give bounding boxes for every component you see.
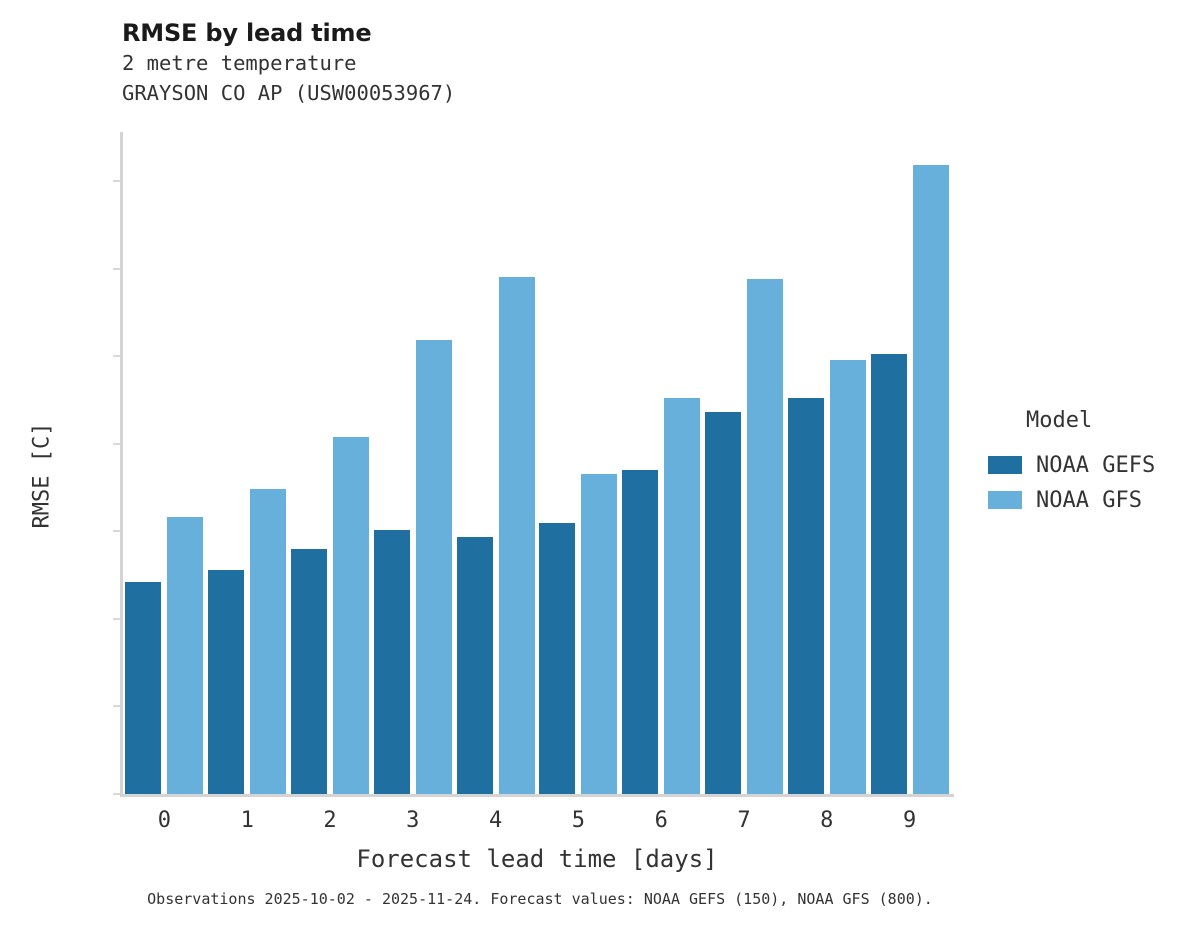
bar: [912, 165, 949, 794]
legend-label: NOAA GFS: [1036, 487, 1142, 513]
x-axis-tick-label: 8: [820, 808, 834, 833]
y-axis-tick: [113, 267, 121, 270]
bar: [291, 548, 327, 794]
y-axis-tick: [113, 530, 121, 533]
bar: [539, 522, 576, 794]
bar: [664, 398, 701, 794]
bar: [498, 277, 535, 794]
legend-item[interactable]: NOAA GEFS: [988, 449, 1155, 481]
bar: [787, 398, 824, 794]
x-axis-tick-label: 5: [571, 808, 586, 833]
x-axis-tick-label: 7: [737, 808, 751, 833]
bar: [415, 340, 452, 794]
x-axis-line: [120, 794, 954, 797]
x-axis-tick-label: 3: [406, 808, 420, 833]
bar: [581, 473, 618, 794]
y-axis-tick: [113, 793, 121, 795]
chart-subtitle-variable: 2 metre temperature: [122, 51, 357, 75]
legend-title: Model: [1026, 408, 1093, 433]
bar: [333, 436, 369, 794]
bar: [870, 354, 907, 794]
legend-swatch: [988, 491, 1022, 509]
y-axis-title: RMSE [C]: [29, 422, 55, 529]
chart-header: RMSE by lead time 2 metre temperature GR…: [122, 18, 962, 108]
bar: [208, 569, 245, 794]
x-axis-title: Forecast lead time [days]: [356, 845, 718, 873]
legend-swatch: [988, 456, 1022, 474]
y-axis-tick: [113, 705, 121, 708]
bar: [747, 279, 783, 794]
bar: [167, 517, 204, 794]
legend: Model NOAA GEFS NOAA GFS: [988, 408, 1155, 519]
y-axis-tick: [113, 442, 121, 445]
x-axis-tick-label: 6: [654, 808, 668, 833]
bar: [622, 470, 659, 794]
legend-item[interactable]: NOAA GFS: [988, 484, 1155, 516]
chart-caption: Observations 2025-10-02 - 2025-11-24. Fo…: [147, 890, 933, 908]
x-axis-tick-label: 0: [157, 808, 172, 833]
x-axis-tick-label: 1: [240, 808, 254, 833]
y-axis-line: [120, 132, 123, 797]
bar: [456, 536, 493, 794]
bar: [829, 359, 866, 794]
bar: [125, 582, 162, 794]
x-axis-tick-label: 9: [902, 808, 917, 833]
bar: [373, 529, 410, 794]
plot-area: [123, 132, 951, 794]
x-axis-tick-label: 2: [323, 808, 337, 833]
y-axis-tick: [113, 355, 121, 358]
chart-subtitle-station: GRAYSON CO AP (USW00053967): [122, 81, 456, 105]
chart-title: RMSE by lead time: [122, 19, 372, 47]
legend-label: NOAA GEFS: [1036, 452, 1156, 478]
y-axis-tick: [113, 617, 121, 620]
x-axis-tick-label: 4: [488, 808, 503, 833]
y-axis-tick: [113, 180, 121, 183]
bar: [705, 412, 741, 794]
legend-entries: NOAA GEFS NOAA GFS: [988, 449, 1155, 516]
bar: [250, 489, 287, 794]
